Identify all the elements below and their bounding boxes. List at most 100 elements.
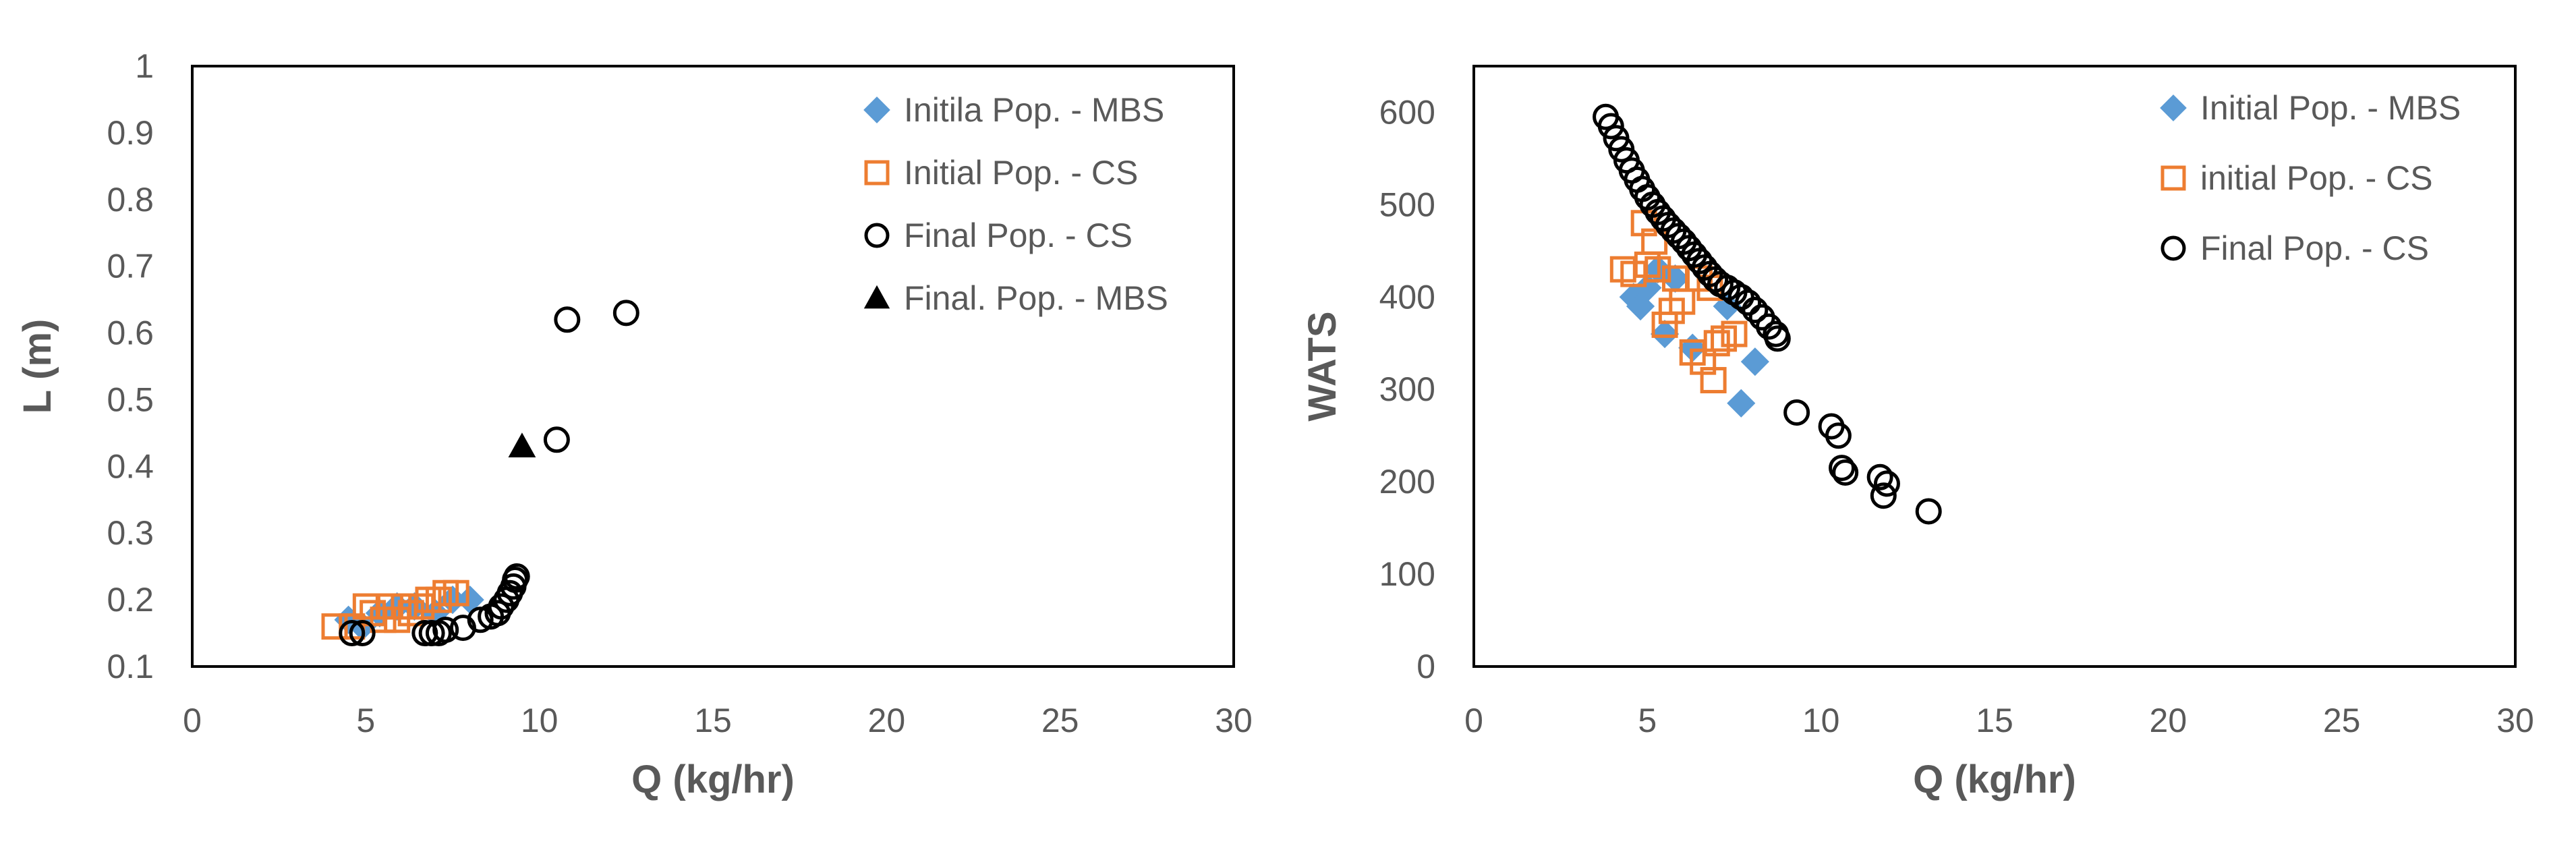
y-tick-label: 1: [135, 47, 154, 85]
data-point: [349, 620, 376, 647]
series-3: [1593, 103, 1942, 525]
y-tick-label: 300: [1379, 370, 1435, 408]
legend-marker: [863, 96, 890, 123]
x-tick-label: 5: [356, 702, 375, 739]
data-point: [376, 593, 403, 620]
legend-marker: [2160, 94, 2187, 121]
data-point: [1703, 330, 1730, 357]
x-tick-label: 30: [2496, 702, 2534, 739]
data-point: [418, 620, 445, 647]
data-point: [1870, 482, 1897, 509]
data-point: [508, 432, 536, 457]
y-tick-label: 0: [1416, 648, 1435, 685]
legend-label: initial Pop. - CS: [2200, 159, 2433, 197]
legend-label: Final. Pop. - MBS: [904, 279, 1168, 317]
data-point: [321, 613, 348, 640]
legend-marker: [2160, 165, 2186, 191]
series-4: [508, 432, 536, 457]
data-point: [1727, 283, 1754, 310]
data-point: [1829, 455, 1856, 482]
x-axis-title: Q (kg/hr): [1913, 758, 2076, 801]
y-tick-label: 400: [1379, 278, 1435, 316]
data-point: [1915, 498, 1942, 525]
data-point: [382, 592, 411, 621]
data-point: [1742, 296, 1769, 323]
x-tick-label: 15: [1976, 702, 2013, 739]
series-3: [339, 300, 639, 647]
data-point: [1714, 275, 1741, 302]
y-tick-label: 0.7: [107, 248, 154, 285]
y-tick-label: 0.3: [107, 514, 154, 552]
data-point: [1873, 470, 1900, 497]
data-point: [455, 586, 484, 615]
x-tick-label: 5: [1638, 702, 1657, 739]
y-tick-label: 200: [1379, 463, 1435, 501]
data-point: [1700, 367, 1727, 394]
legend-label: Initial Pop. - MBS: [2200, 89, 2461, 127]
data-point: [1727, 389, 1756, 418]
data-point: [1597, 113, 1624, 140]
legend-label: Final Pop. - CS: [904, 217, 1133, 254]
data-point: [488, 593, 515, 620]
y-tick-label: 0.8: [107, 181, 154, 219]
legend-marker: [864, 223, 890, 248]
x-tick-label: 30: [1215, 702, 1253, 739]
y-tick-label: 0.2: [107, 581, 154, 619]
y-tick-label: 0.5: [107, 380, 154, 418]
x-tick-label: 0: [183, 702, 202, 739]
data-point: [442, 579, 469, 606]
data-point: [1735, 289, 1762, 316]
legend-label: Final Pop. - CS: [2200, 229, 2429, 267]
data-point: [339, 620, 366, 647]
legend-label: Initila Pop. - MBS: [904, 91, 1164, 129]
data-point: [1825, 422, 1852, 449]
data-point: [384, 606, 411, 633]
x-tick-label: 10: [1802, 702, 1840, 739]
data-point: [612, 300, 639, 327]
data-point: [503, 563, 530, 590]
data-point: [370, 606, 397, 633]
data-point: [1641, 228, 1668, 255]
legend: Initila Pop. - MBS Initial Pop. - CS Final…: [863, 91, 1168, 317]
data-point: [1866, 463, 1893, 490]
legend: Initial Pop. - MBS initial Pop. - CS Final…: [2160, 89, 2461, 267]
x-tick-label: 20: [2150, 702, 2187, 739]
y-axis-title: WATS: [1300, 311, 1344, 421]
data-point: [1650, 319, 1680, 349]
series-2: [321, 579, 469, 640]
data-point: [467, 606, 494, 633]
chart-panel-1: 0.10.20.30.40.50.60.70.80.910 5 10 15 20 25 30…: [16, 47, 1253, 801]
y-tick-label: 0.4: [107, 447, 154, 485]
data-point: [408, 593, 435, 620]
data-point: [432, 617, 459, 644]
legend-marker: [2160, 235, 2186, 261]
y-tick-label: 500: [1379, 186, 1435, 223]
data-point: [438, 586, 467, 615]
x-tick-label: 10: [521, 702, 559, 739]
chart-panel-2: 0 100 200 300 400 500 600 0 5 10 15 20 25 30 Q (kg/hr)…: [1300, 65, 2534, 801]
data-point: [1764, 325, 1791, 352]
y-tick-label: 0.9: [107, 114, 154, 152]
data-point: [1832, 459, 1859, 486]
y-axis-title: L (m): [16, 319, 59, 414]
y-tick-label: 0.6: [107, 314, 154, 352]
legend-marker: [864, 160, 890, 186]
data-point: [554, 306, 581, 333]
y-tick-label: 600: [1379, 93, 1435, 131]
data-point: [1651, 311, 1678, 338]
data-point: [1669, 288, 1696, 315]
data-point: [1783, 399, 1810, 426]
series-2: [1609, 210, 1748, 394]
legend-marker: [863, 285, 890, 309]
data-point: [1721, 320, 1748, 347]
data-point: [1644, 256, 1671, 283]
x-axis-title: Q (kg/hr): [631, 758, 795, 801]
plot-area: [191, 65, 1235, 668]
y-tick-label: 0.1: [107, 648, 154, 685]
plot-area: [1472, 65, 2517, 668]
x-tick-label: 0: [1464, 702, 1483, 739]
x-tick-label: 20: [868, 702, 906, 739]
x-tick-label: 15: [694, 702, 732, 739]
